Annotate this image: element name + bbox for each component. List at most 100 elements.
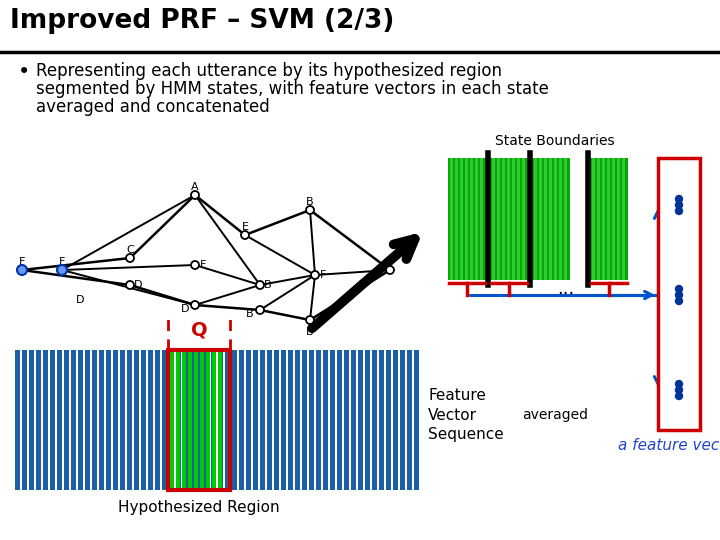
- Circle shape: [241, 231, 249, 239]
- Text: Hypothesized Region: Hypothesized Region: [118, 500, 280, 515]
- Bar: [302, 350, 307, 490]
- Bar: [358, 350, 363, 490]
- Bar: [534, 158, 537, 280]
- Bar: [253, 350, 258, 490]
- Bar: [134, 350, 139, 490]
- Bar: [169, 350, 174, 490]
- Bar: [194, 352, 198, 488]
- Text: a feature vector: a feature vector: [618, 438, 720, 453]
- Circle shape: [191, 301, 199, 309]
- Bar: [539, 158, 542, 280]
- Bar: [92, 350, 97, 490]
- Bar: [246, 350, 251, 490]
- Bar: [455, 158, 458, 280]
- Text: B: B: [264, 280, 272, 290]
- Bar: [497, 158, 500, 280]
- Bar: [182, 352, 186, 488]
- Bar: [323, 350, 328, 490]
- Text: A: A: [192, 182, 199, 192]
- Bar: [470, 158, 473, 280]
- Bar: [232, 350, 237, 490]
- Bar: [212, 352, 216, 488]
- Bar: [106, 350, 111, 490]
- Circle shape: [256, 281, 264, 289]
- Bar: [602, 158, 605, 280]
- Text: D: D: [134, 280, 143, 290]
- Bar: [617, 158, 620, 280]
- Bar: [465, 158, 468, 280]
- Bar: [559, 158, 562, 280]
- Text: Representing each utterance by its hypothesized region: Representing each utterance by its hypot…: [36, 62, 502, 80]
- Bar: [448, 158, 486, 280]
- Bar: [365, 350, 370, 490]
- Bar: [351, 350, 356, 490]
- Bar: [295, 350, 300, 490]
- Bar: [22, 350, 27, 490]
- Bar: [168, 350, 230, 490]
- Bar: [127, 350, 132, 490]
- Text: F: F: [200, 260, 206, 270]
- Text: F: F: [320, 270, 326, 280]
- Circle shape: [126, 281, 134, 289]
- Text: D: D: [76, 295, 84, 305]
- Bar: [316, 350, 321, 490]
- Bar: [176, 350, 181, 490]
- Text: State Boundaries: State Boundaries: [495, 134, 615, 148]
- Bar: [260, 350, 265, 490]
- Text: E: E: [241, 222, 248, 232]
- Circle shape: [386, 266, 394, 274]
- Circle shape: [675, 207, 683, 214]
- Bar: [29, 350, 34, 490]
- Bar: [43, 350, 48, 490]
- Bar: [288, 350, 293, 490]
- Bar: [492, 158, 495, 280]
- Bar: [480, 158, 483, 280]
- Text: averaged and concatenated: averaged and concatenated: [36, 98, 270, 116]
- Bar: [344, 350, 349, 490]
- Circle shape: [57, 265, 67, 275]
- Bar: [337, 350, 342, 490]
- Circle shape: [675, 387, 683, 394]
- Bar: [532, 158, 570, 280]
- Circle shape: [675, 298, 683, 305]
- Bar: [188, 352, 192, 488]
- Circle shape: [191, 261, 199, 269]
- Bar: [592, 158, 595, 280]
- Bar: [450, 158, 453, 280]
- Text: B: B: [306, 197, 314, 207]
- Bar: [15, 350, 20, 490]
- Bar: [141, 350, 146, 490]
- Bar: [507, 158, 510, 280]
- Bar: [267, 350, 272, 490]
- Bar: [658, 158, 700, 430]
- Bar: [218, 352, 222, 488]
- Circle shape: [191, 191, 199, 199]
- Bar: [612, 158, 615, 280]
- Bar: [512, 158, 515, 280]
- Bar: [50, 350, 55, 490]
- Text: •: •: [18, 62, 30, 82]
- Text: Improved PRF – SVM (2/3): Improved PRF – SVM (2/3): [10, 8, 395, 34]
- Bar: [162, 350, 167, 490]
- Bar: [597, 158, 600, 280]
- Bar: [190, 350, 195, 490]
- Bar: [239, 350, 244, 490]
- Circle shape: [675, 286, 683, 293]
- Text: B: B: [246, 309, 254, 319]
- Text: Feature
Vector
Sequence: Feature Vector Sequence: [428, 388, 504, 442]
- Bar: [99, 350, 104, 490]
- Text: B: B: [306, 327, 314, 337]
- Bar: [330, 350, 335, 490]
- Bar: [274, 350, 279, 490]
- Bar: [522, 158, 525, 280]
- Bar: [393, 350, 398, 490]
- Bar: [218, 350, 223, 490]
- Text: ...: ...: [557, 280, 575, 298]
- Bar: [183, 350, 188, 490]
- Bar: [460, 158, 463, 280]
- Bar: [78, 350, 83, 490]
- Bar: [549, 158, 552, 280]
- Circle shape: [306, 206, 314, 214]
- Bar: [36, 350, 41, 490]
- Bar: [590, 158, 628, 280]
